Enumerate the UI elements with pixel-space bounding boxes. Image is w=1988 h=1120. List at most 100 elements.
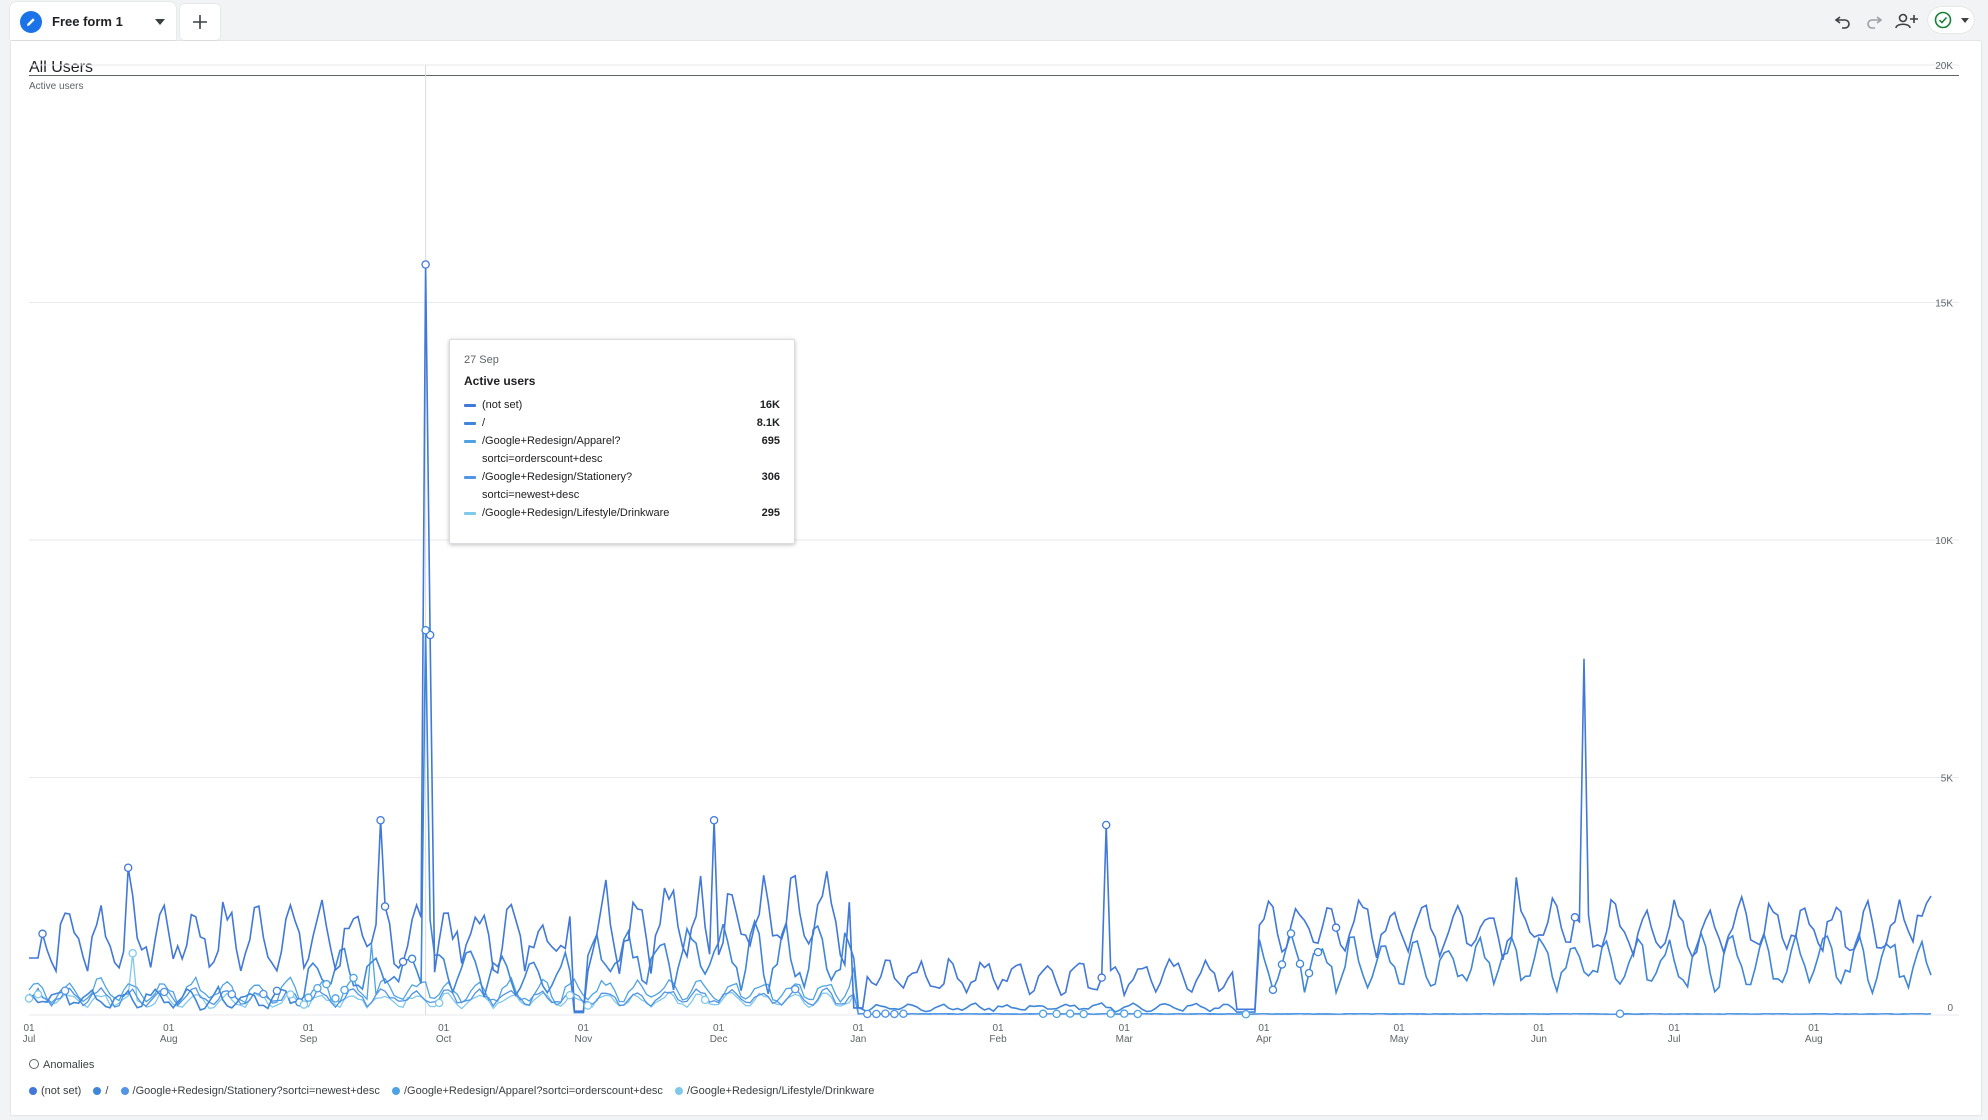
x-tick-day: 01 (578, 1023, 590, 1034)
x-tick-day: 01 (303, 1023, 315, 1034)
redo-button[interactable] (1863, 10, 1885, 32)
anomaly-marker[interactable] (1106, 1009, 1115, 1018)
x-tick-day: 01 (1119, 1023, 1131, 1034)
series-line-1[interactable] (29, 264, 1932, 1012)
anomaly-marker[interactable] (1313, 947, 1323, 957)
series-swatch (464, 476, 476, 479)
anomaly-marker[interactable] (1331, 923, 1341, 932)
anomaly-marker[interactable] (421, 260, 430, 269)
add-tab-button[interactable] (180, 4, 220, 40)
series-line-4[interactable] (28, 943, 1932, 1015)
anomaly-marker[interactable] (1615, 1009, 1625, 1018)
anomaly-marker[interactable] (38, 929, 47, 939)
tooltip-row-name: /Google+Redesign/Apparel? (482, 435, 621, 447)
anomaly-marker[interactable] (565, 990, 575, 1000)
tooltip-row-name: /Google+Redesign/Lifestyle/Drinkware (482, 507, 670, 519)
anomaly-marker[interactable] (1295, 959, 1305, 969)
tab-bar: Free form 1 (0, 0, 1988, 42)
anomaly-marker[interactable] (1570, 913, 1580, 922)
x-tick-month: Mar (1116, 1034, 1134, 1045)
anomaly-marker[interactable] (700, 995, 710, 1005)
anomaly-marker[interactable] (398, 957, 408, 967)
anomaly-marker[interactable] (1065, 1009, 1075, 1018)
tooltip-row-name: / (482, 417, 486, 429)
legend-dot (29, 1087, 37, 1095)
anomaly-marker[interactable] (1133, 1009, 1142, 1019)
share-button[interactable] (1894, 10, 1920, 32)
tab-free-form-1[interactable]: Free form 1 (10, 2, 176, 40)
anomaly-marker[interactable] (128, 949, 137, 958)
anomaly-marker[interactable] (881, 1009, 890, 1018)
anomaly-marker[interactable] (421, 626, 430, 635)
series-line-3[interactable] (28, 986, 1932, 1015)
anomaly-marker[interactable] (1277, 960, 1287, 969)
anomaly-marker[interactable] (1268, 985, 1278, 995)
legend-item[interactable]: /Google+Redesign/Stationery?sortci=newes… (120, 1085, 380, 1097)
undo-button[interactable] (1832, 10, 1854, 32)
anomaly-marker[interactable] (1079, 1009, 1088, 1019)
anomaly-marker[interactable] (1038, 1009, 1048, 1019)
anomaly-marker[interactable] (159, 987, 169, 997)
legend-dot (391, 1087, 400, 1095)
anomaly-marker[interactable] (899, 1009, 908, 1018)
legend-item[interactable]: /Google+Redesign/Apparel?sortci=ordersco… (391, 1085, 663, 1097)
legend-dot (93, 1087, 102, 1095)
anomaly-marker[interactable] (33, 990, 43, 999)
anomaly-marker[interactable] (322, 979, 331, 989)
x-tick-day: 01 (1258, 1023, 1270, 1034)
anomaly-marker-icon (29, 1059, 39, 1069)
tooltip-date: 27 Sep (464, 354, 499, 366)
anomaly-marker[interactable] (709, 816, 719, 825)
anomaly-marker[interactable] (286, 990, 295, 999)
anomaly-marker[interactable] (313, 983, 322, 993)
tooltip-row-name: /Google+Redesign/Stationery? (482, 471, 633, 483)
anomaly-marker[interactable] (1052, 1009, 1061, 1019)
tooltip-row-value: 295 (761, 507, 780, 519)
tooltip-metric: Active users (464, 374, 536, 388)
anomaly-marker[interactable] (272, 986, 282, 996)
anomaly-marker[interactable] (1101, 820, 1111, 830)
x-tick-day: 01 (438, 1023, 450, 1034)
anomaly-marker[interactable] (380, 902, 390, 911)
legend-item[interactable]: /Google+Redesign/Lifestyle/Drinkware (675, 1085, 874, 1097)
anomaly-marker[interactable] (583, 1001, 593, 1010)
x-tick-day: 01 (992, 1023, 1004, 1034)
legend-label: /Google+Redesign/Lifestyle/Drinkware (687, 1085, 875, 1097)
anomaly-marker[interactable] (1119, 1009, 1129, 1018)
save-status-button[interactable] (1928, 7, 1974, 33)
metric-label: Active users (29, 81, 84, 92)
check-circle-icon (1934, 11, 1952, 29)
anomaly-marker[interactable] (890, 1009, 899, 1019)
anomaly-marker[interactable] (407, 954, 417, 964)
line-chart[interactable]: 05K10K15K20K01Jul01Aug01Sep01Oct01Nov01D… (11, 41, 1981, 1051)
anomaly-marker[interactable] (123, 863, 133, 873)
series-swatch (464, 404, 476, 407)
anomaly-marker[interactable] (1286, 929, 1296, 938)
anomaly-marker[interactable] (434, 998, 444, 1008)
anomalies-legend[interactable]: Anomalies (29, 1059, 94, 1071)
redo-icon (1867, 16, 1883, 29)
anomaly-marker[interactable] (331, 994, 340, 1003)
anomaly-marker[interactable] (349, 973, 358, 983)
anomaly-marker[interactable] (299, 1000, 309, 1009)
anomaly-marker[interactable] (227, 989, 237, 999)
anomaly-marker[interactable] (24, 994, 34, 1003)
anomaly-marker[interactable] (1241, 1009, 1251, 1019)
tab-menu-caret-icon[interactable] (155, 19, 165, 25)
anomaly-marker[interactable] (376, 816, 385, 825)
anomaly-marker[interactable] (872, 1009, 881, 1019)
legend-item[interactable]: / (93, 1085, 108, 1097)
anomaly-marker[interactable] (790, 984, 800, 994)
anomaly-marker[interactable] (1304, 968, 1314, 978)
anomalies-label: Anomalies (43, 1059, 95, 1071)
legend-item[interactable]: (not set) (29, 1085, 81, 1097)
anomaly-marker[interactable] (259, 989, 268, 999)
anomaly-marker[interactable] (340, 985, 349, 995)
anomaly-marker[interactable] (1097, 973, 1106, 982)
anomaly-marker[interactable] (863, 1009, 872, 1019)
x-tick-day: 01 (163, 1023, 175, 1034)
tooltip-row: /Google+Redesign/Stationery? sortci=newe… (464, 468, 780, 504)
series-line-2[interactable] (28, 630, 1932, 1014)
anomaly-marker[interactable] (304, 993, 313, 1002)
anomaly-marker[interactable] (60, 986, 70, 996)
